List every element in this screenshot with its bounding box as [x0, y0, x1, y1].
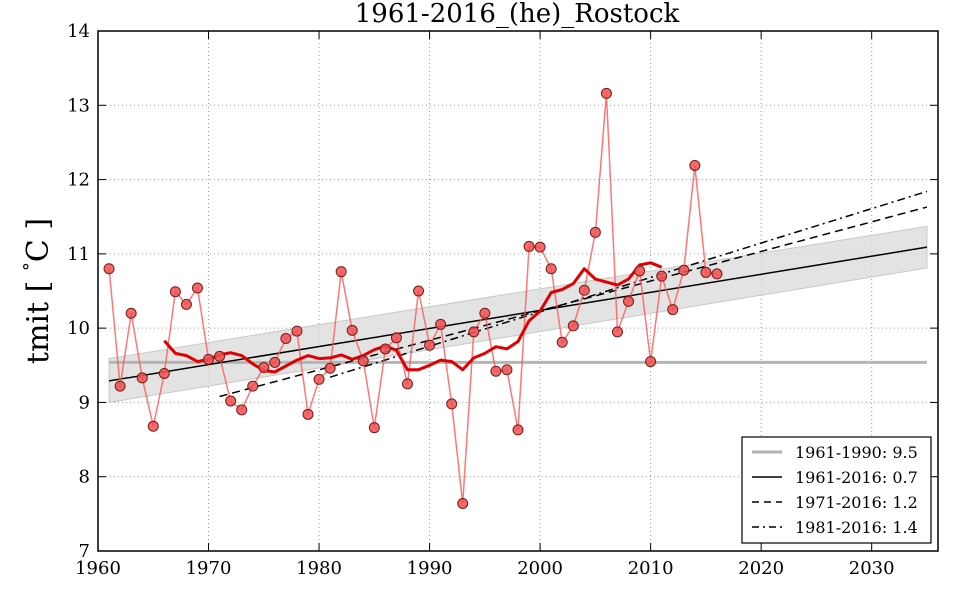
data-point-1963 — [125, 307, 137, 319]
data-point-1964 — [136, 372, 148, 384]
data-point-1969 — [191, 282, 203, 294]
trend-line-dashdot — [329, 190, 928, 378]
y-tick-label-8: 8 — [79, 467, 90, 488]
legend-label-dashed: 1971-2016: 1.2 — [795, 493, 918, 512]
data-point-1983 — [346, 324, 358, 336]
legend-label-reference: 1961-1990: 9.5 — [795, 443, 918, 462]
data-point-2014 — [689, 159, 701, 171]
data-point-2015 — [700, 266, 712, 278]
data-point-1976 — [269, 356, 281, 368]
data-point-2002 — [556, 336, 568, 348]
data-point-2001 — [545, 263, 557, 275]
x-tick-label-2020: 2020 — [738, 558, 784, 579]
data-point-1988 — [401, 378, 413, 390]
data-point-1984 — [357, 355, 369, 367]
x-tick-label-2000: 2000 — [517, 558, 563, 579]
data-point-2009 — [634, 265, 646, 277]
data-point-1995 — [479, 307, 491, 319]
data-point-2000 — [534, 241, 546, 253]
data-point-2013 — [678, 264, 690, 276]
y-tick-label-14: 14 — [67, 21, 90, 42]
y-tick-label-12: 12 — [67, 170, 90, 191]
legend: 1961-1990: 9.5 1961-2016: 0.7 1971-2016: 1… — [741, 436, 932, 544]
data-point-1975 — [258, 362, 270, 374]
data-point-1977 — [280, 333, 292, 345]
data-point-2011 — [656, 270, 668, 282]
plot-area: 1960 1970 1980 1990 2000 2010 2020 2030 7 8 9 10 11 1… — [67, 21, 939, 579]
data-point-1974 — [247, 380, 259, 392]
y-tick-label-13: 13 — [67, 95, 90, 116]
running-mean-line — [163, 261, 663, 374]
data-point-2003 — [567, 320, 579, 332]
data-point-1978 — [291, 325, 303, 337]
data-point-1996 — [490, 365, 502, 377]
data-point-2005 — [589, 226, 601, 238]
data-point-1979 — [302, 408, 314, 420]
annual-points — [103, 87, 723, 509]
data-point-1965 — [147, 420, 159, 432]
data-point-2008 — [623, 295, 635, 307]
axes-frame — [97, 30, 939, 552]
x-tick-label-2030: 2030 — [849, 558, 895, 579]
data-point-1971 — [214, 350, 226, 362]
y-tick-label-11: 11 — [67, 244, 90, 265]
data-point-1968 — [180, 298, 192, 310]
data-point-2010 — [645, 356, 657, 368]
data-point-1986 — [379, 343, 391, 355]
data-point-1961 — [103, 263, 115, 275]
data-point-1993 — [457, 497, 469, 509]
data-point-2007 — [611, 326, 623, 338]
legend-label-solid: 1961-2016: 0.7 — [795, 468, 918, 487]
data-point-1972 — [225, 395, 237, 407]
data-point-1966 — [158, 367, 170, 379]
data-point-1981 — [324, 362, 336, 374]
x-tick-label-2010: 2010 — [628, 558, 674, 579]
y-tick-label-9: 9 — [79, 392, 90, 413]
data-point-2006 — [600, 87, 612, 99]
data-point-1999 — [523, 240, 535, 252]
x-tick-label-1980: 1980 — [296, 558, 342, 579]
data-point-2016 — [711, 268, 723, 280]
data-point-1982 — [335, 266, 347, 278]
data-point-1989 — [413, 285, 425, 297]
data-point-1994 — [468, 326, 480, 338]
data-point-1985 — [368, 422, 380, 434]
data-point-1991 — [435, 318, 447, 330]
data-point-1967 — [169, 286, 181, 298]
data-point-1997 — [501, 364, 513, 376]
data-point-1973 — [236, 404, 248, 416]
data-point-1998 — [512, 424, 524, 436]
data-point-1992 — [446, 398, 458, 410]
data-point-1990 — [424, 339, 436, 351]
x-tick-label-1960: 1960 — [75, 558, 121, 579]
data-point-2004 — [578, 284, 590, 296]
x-tick-label-1990: 1990 — [407, 558, 453, 579]
legend-label-dashdot: 1981-2016: 1.4 — [795, 518, 918, 537]
legend-box — [741, 436, 932, 544]
x-tick-label-1970: 1970 — [186, 558, 232, 579]
data-point-1962 — [114, 380, 126, 392]
data-point-1980 — [313, 373, 325, 385]
chart-title: 1961-2016_(he)_Rostock — [355, 0, 680, 29]
y-axis-label: tmit [ °C ] — [20, 218, 56, 364]
data-point-2012 — [667, 304, 679, 316]
y-tick-label-7: 7 — [79, 541, 90, 562]
data-point-1987 — [390, 332, 402, 344]
data-point-1970 — [203, 353, 215, 365]
y-tick-label-10: 10 — [67, 318, 90, 339]
